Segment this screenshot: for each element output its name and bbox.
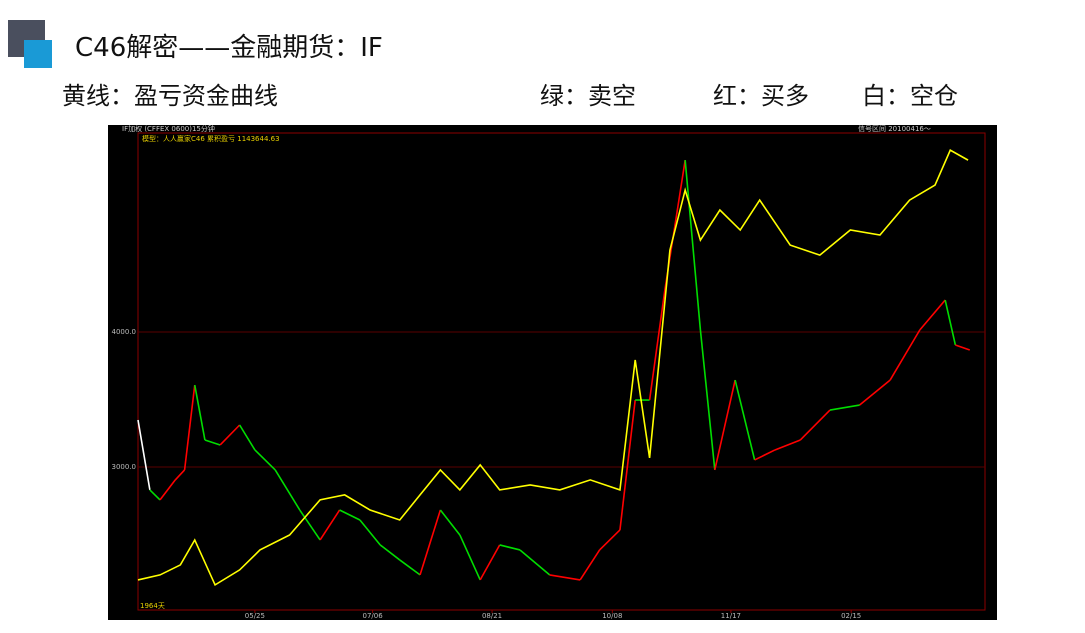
price-segment bbox=[859, 379, 891, 406]
price-segment bbox=[479, 544, 501, 581]
legend-text: 红：买多 bbox=[713, 82, 809, 110]
x-tick-label: 05/25 bbox=[245, 612, 265, 620]
price-segment bbox=[219, 424, 241, 446]
y-tick-label: 3000.0 bbox=[112, 463, 137, 471]
price-segment bbox=[944, 299, 957, 346]
price-segment bbox=[299, 509, 321, 541]
price-segment bbox=[799, 409, 831, 441]
price-segment bbox=[714, 379, 736, 471]
price-segment bbox=[174, 469, 186, 481]
x-tick-label: 07/06 bbox=[363, 612, 384, 620]
model-label: 模型：人人赢家C46 累积盈亏 1143644.63 bbox=[142, 134, 280, 143]
price-segment bbox=[459, 534, 481, 581]
price-segment bbox=[829, 404, 860, 411]
price-segment bbox=[159, 479, 176, 501]
price-segment bbox=[754, 449, 776, 461]
price-segment bbox=[419, 509, 442, 576]
icon-square bbox=[24, 40, 52, 68]
price-segment bbox=[774, 439, 801, 451]
legend-text: 白：空仓 bbox=[862, 82, 958, 110]
slide-title: C46解密——金融期货：IF bbox=[75, 33, 383, 63]
price-segment bbox=[204, 439, 221, 446]
price-segment bbox=[599, 529, 621, 551]
price-segment bbox=[149, 489, 161, 501]
price-segment bbox=[648, 289, 666, 401]
price-segment bbox=[359, 519, 381, 546]
x-tick-label: 02/15 bbox=[841, 612, 861, 620]
x-tick-label: 08/21 bbox=[482, 612, 502, 620]
chart-header: IF加权 (CFFEX 0600)15分钟 bbox=[122, 124, 215, 133]
chart-header: 信号区间 20100416～ bbox=[858, 124, 931, 133]
price-segment bbox=[183, 384, 196, 471]
price-segment bbox=[379, 544, 401, 561]
price-segment bbox=[579, 549, 601, 581]
price-segment bbox=[519, 549, 551, 576]
price-segment bbox=[339, 509, 361, 521]
price-segment bbox=[619, 399, 636, 531]
y-tick-label: 4000.0 bbox=[112, 328, 137, 336]
price-segment bbox=[193, 384, 206, 441]
price-segment bbox=[699, 329, 716, 471]
x-tick-label: 10/08 bbox=[602, 612, 622, 620]
chart-background bbox=[108, 125, 997, 620]
price-segment bbox=[684, 160, 702, 331]
legend-text: 绿：卖空 bbox=[540, 82, 636, 110]
price-segment bbox=[319, 509, 341, 541]
price-segment bbox=[137, 419, 151, 491]
footer-label: 1964天 bbox=[140, 602, 165, 610]
price-segment bbox=[274, 469, 301, 511]
price-segment bbox=[889, 329, 921, 381]
price-segment bbox=[549, 574, 581, 581]
price-segment bbox=[238, 424, 256, 451]
price-segment bbox=[499, 544, 521, 551]
price-segment bbox=[734, 379, 756, 461]
equity-curve bbox=[137, 149, 969, 587]
price-segment bbox=[919, 299, 946, 331]
price-segment bbox=[254, 449, 276, 471]
price-segment bbox=[439, 509, 461, 536]
plot-frame bbox=[137, 132, 986, 611]
legend-text: 黄线：盈亏资金曲线 bbox=[62, 82, 278, 110]
price-segment bbox=[955, 344, 971, 351]
x-tick-label: 11/17 bbox=[721, 612, 741, 620]
price-segment bbox=[399, 559, 421, 576]
